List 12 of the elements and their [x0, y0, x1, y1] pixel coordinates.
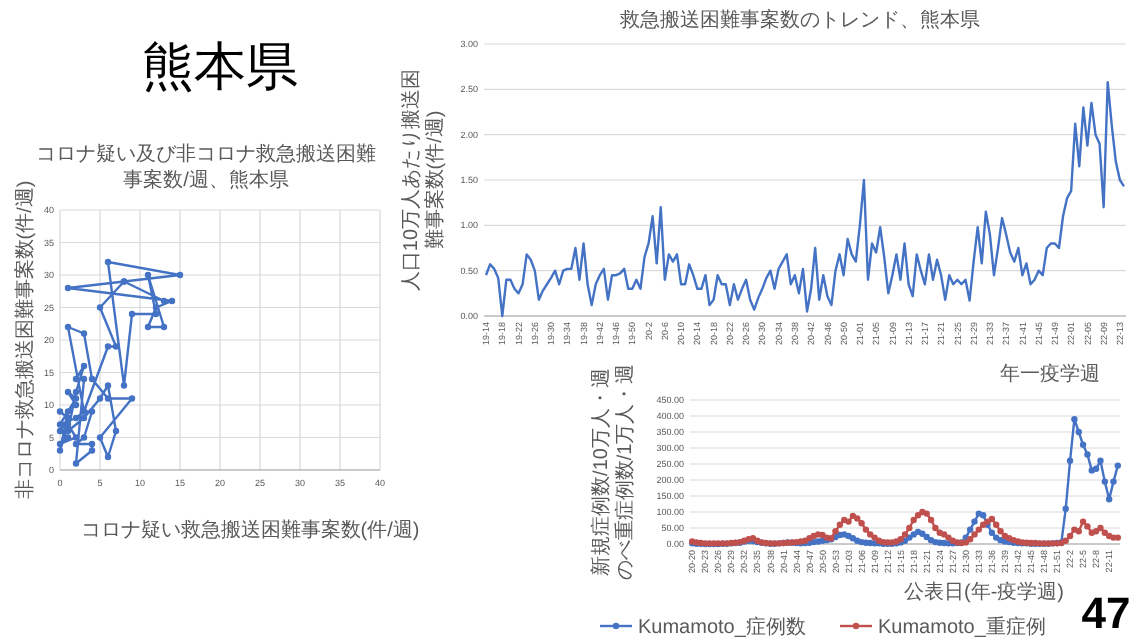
legend-label: Kumamoto_重症例 [878, 615, 1046, 639]
x-axis-title: コロナ疑い救急搬送困難事案数(件/週) [80, 518, 420, 542]
chart-title: 救急搬送困難事案数のトレンド、熊本県 [618, 8, 980, 32]
x-axis-title: 公表日(年-疫学週) [904, 580, 1064, 604]
y-axis-title: 人口10万人あたり搬送困難事案数(件/週) [399, 68, 447, 292]
legend-label: Kumamoto_症例数 [638, 615, 806, 639]
y-axis-title: 非コロナ救急搬送困難事案数(件/週) [13, 180, 37, 500]
y-axis-title: 新規症例数/10万人・週のべ重症例数/1万人・週 [589, 363, 637, 581]
chart-title: コロナ疑い及び非コロナ救急搬送困難事案数/週、熊本県 [36, 142, 376, 192]
x-axis-title: 年一疫学週 [1000, 362, 1100, 386]
text: 47 [1081, 588, 1131, 638]
text: 熊本県 [142, 36, 298, 96]
